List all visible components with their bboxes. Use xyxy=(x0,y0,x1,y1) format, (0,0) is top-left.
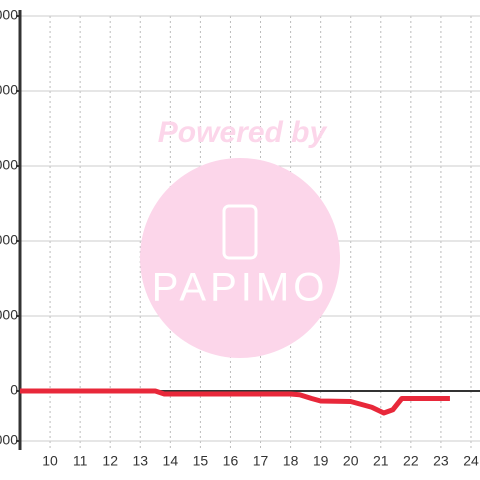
x-tick-label: 20 xyxy=(343,453,359,469)
x-tick-label: 18 xyxy=(283,453,299,469)
x-tick-label: 16 xyxy=(223,453,239,469)
x-tick-label: 11 xyxy=(73,453,88,469)
y-tick-label: 120,000 xyxy=(0,82,18,98)
x-tick-label: 12 xyxy=(102,453,118,469)
y-tick-label: -20,000 xyxy=(0,432,18,448)
x-tick-label: 14 xyxy=(163,453,179,469)
data-line xyxy=(20,388,450,416)
y-tick-label: 30,000 xyxy=(0,307,18,323)
y-tick-label: 0 xyxy=(10,382,18,398)
y-tick-label: 150,000 xyxy=(0,7,18,23)
x-tick-label: 24 xyxy=(463,453,479,469)
y-tick-label: 60,000 xyxy=(0,232,18,248)
y-tick-label: 90,000 xyxy=(0,157,18,173)
x-tick-label: 19 xyxy=(313,453,329,469)
x-tick-label: 17 xyxy=(253,453,269,469)
watermark-icon xyxy=(222,204,258,260)
watermark-text: Powered by xyxy=(158,116,328,149)
x-tick-label: 21 xyxy=(373,453,389,469)
x-tick-label: 22 xyxy=(403,453,419,469)
watermark-brand: PAPIMO xyxy=(152,266,329,310)
x-tick-label: 23 xyxy=(433,453,449,469)
x-tick-label: 10 xyxy=(42,453,58,469)
x-tick-label: 15 xyxy=(193,453,209,469)
x-tick-label: 13 xyxy=(132,453,148,469)
